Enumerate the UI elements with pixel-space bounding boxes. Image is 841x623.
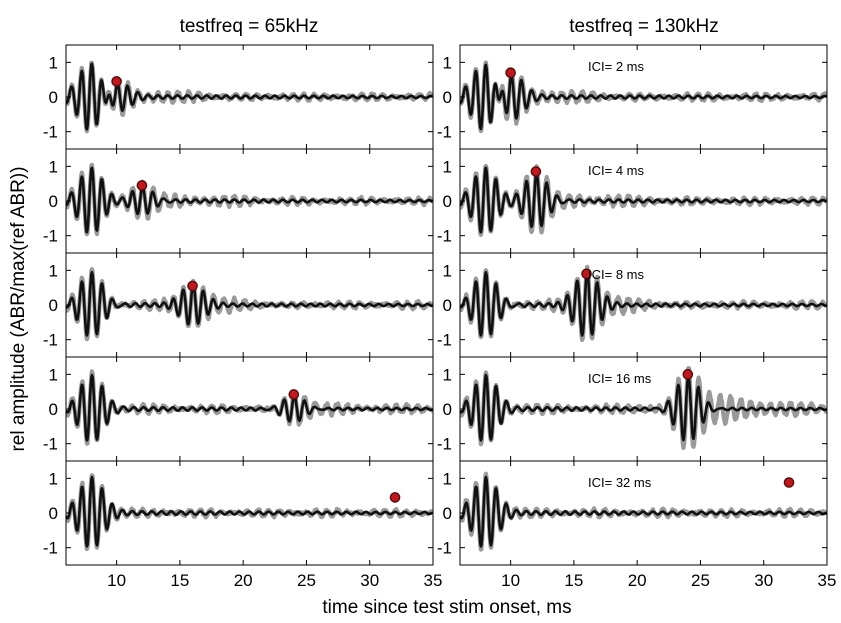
y-tick-label: 1 — [49, 365, 58, 384]
black-trace — [66, 271, 433, 337]
x-tick-label: 20 — [628, 571, 647, 590]
peak-marker — [288, 389, 300, 400]
peak-marker — [682, 369, 694, 380]
y-tick-label: -1 — [43, 539, 58, 558]
panel-0-0: -1 0 1 — [43, 44, 434, 150]
panel-traces — [66, 369, 433, 446]
panel-traces — [66, 267, 433, 342]
black-trace — [66, 166, 433, 234]
x-tick-label: 25 — [297, 571, 316, 590]
x-tick-label: 15 — [170, 571, 189, 590]
ici-label: ICI= 32 ms — [588, 475, 652, 490]
peak-marker — [530, 166, 542, 177]
peak-marker — [136, 180, 148, 191]
black-trace — [460, 63, 827, 131]
y-tick-label: -1 — [43, 227, 58, 246]
black-trace — [460, 373, 827, 442]
panel-traces — [66, 60, 433, 134]
black-trace — [66, 475, 433, 548]
y-tick-label: 0 — [443, 88, 452, 107]
peak-marker — [581, 268, 592, 280]
y-tick-label: -1 — [437, 123, 452, 142]
y-tick-label: -1 — [43, 331, 58, 350]
peak-marker — [389, 492, 401, 503]
x-tick-label: 15 — [564, 571, 583, 590]
ici-label: ICI= 16 ms — [588, 371, 652, 386]
y-tick-label: 0 — [49, 88, 58, 107]
x-tick-label: 30 — [754, 571, 773, 590]
ici-label: ICI= 4 ms — [588, 163, 644, 178]
panel-traces — [460, 60, 827, 134]
y-tick-label: 0 — [443, 296, 452, 315]
y-tick-label: 1 — [443, 261, 452, 280]
x-tick-label: 35 — [818, 571, 837, 590]
y-tick-label: -1 — [437, 435, 452, 454]
panel-1-0: -1 0 1 ICI= 2 ms — [437, 44, 828, 150]
y-tick-label: 1 — [443, 53, 452, 72]
panel-1-3: -1 0 1 ICI= 16 ms — [437, 356, 828, 462]
panel-1-2: -1 0 1 ICI= 8 ms — [437, 252, 828, 358]
panel-traces — [66, 473, 433, 552]
peak-marker — [111, 76, 122, 87]
y-tick-label: 1 — [49, 261, 58, 280]
black-trace — [66, 373, 433, 442]
y-tick-label: -1 — [43, 435, 58, 454]
y-tick-label: 0 — [443, 192, 452, 211]
y-tick-label: -1 — [43, 123, 58, 142]
panel-traces — [460, 471, 827, 552]
x-axis-label: time since test stim onset, ms — [322, 597, 571, 618]
x-tick-label: 30 — [360, 571, 379, 590]
panel-1-1: -1 0 1 ICI= 4 ms — [437, 148, 828, 254]
y-tick-label: 1 — [443, 157, 452, 176]
panel-0-1: -1 0 1 — [43, 148, 434, 254]
y-tick-label: 0 — [49, 400, 58, 419]
panel-1-4: -1 0 1 10 15 20 25 30 35 ICI= 32 ms — [437, 460, 837, 590]
panel-traces — [460, 163, 827, 237]
y-tick-label: -1 — [437, 227, 452, 246]
ici-label: ICI= 8 ms — [588, 267, 644, 282]
panel-traces — [460, 366, 827, 450]
y-tick-label: -1 — [437, 539, 452, 558]
peak-marker — [783, 477, 795, 488]
column-title-130khz: testfreq = 130kHz — [569, 16, 718, 37]
x-tick-label: 10 — [107, 571, 126, 590]
x-tick-label: 35 — [424, 571, 443, 590]
x-tick-label: 10 — [501, 571, 520, 590]
black-trace — [460, 166, 827, 234]
panel-0-4: -1 0 1 10 15 20 25 30 35 — [43, 460, 443, 590]
y-tick-label: -1 — [437, 331, 452, 350]
y-axis-label: rel amplitude (ABR/max(ref ABR)) — [8, 166, 29, 451]
panel-0-2: -1 0 1 — [43, 252, 434, 358]
y-tick-label: 0 — [49, 192, 58, 211]
y-tick-label: 1 — [49, 157, 58, 176]
y-tick-label: 1 — [443, 469, 452, 488]
peak-marker — [505, 67, 516, 79]
grey-trace — [460, 163, 827, 237]
black-trace — [66, 62, 433, 131]
peak-marker — [187, 280, 198, 292]
y-tick-label: 0 — [443, 504, 452, 523]
y-tick-label: 1 — [49, 469, 58, 488]
panel-traces — [66, 162, 433, 237]
black-trace — [460, 475, 827, 548]
x-tick-label: 20 — [234, 571, 253, 590]
x-tick-label: 25 — [691, 571, 710, 590]
column-title-65khz: testfreq = 65kHz — [180, 16, 319, 37]
y-tick-label: 1 — [49, 53, 58, 72]
ici-label: ICI= 2 ms — [588, 59, 644, 74]
y-tick-label: 0 — [49, 296, 58, 315]
black-trace — [460, 271, 827, 337]
y-tick-label: 1 — [443, 365, 452, 384]
y-tick-label: 0 — [443, 400, 452, 419]
panel-0-3: -1 0 1 — [43, 356, 434, 462]
y-tick-label: 0 — [49, 504, 58, 523]
panel-traces — [460, 264, 827, 343]
